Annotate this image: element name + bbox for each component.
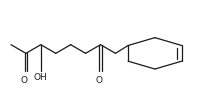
- Text: O: O: [21, 76, 28, 85]
- Text: O: O: [95, 76, 103, 85]
- Text: OH: OH: [34, 73, 48, 82]
